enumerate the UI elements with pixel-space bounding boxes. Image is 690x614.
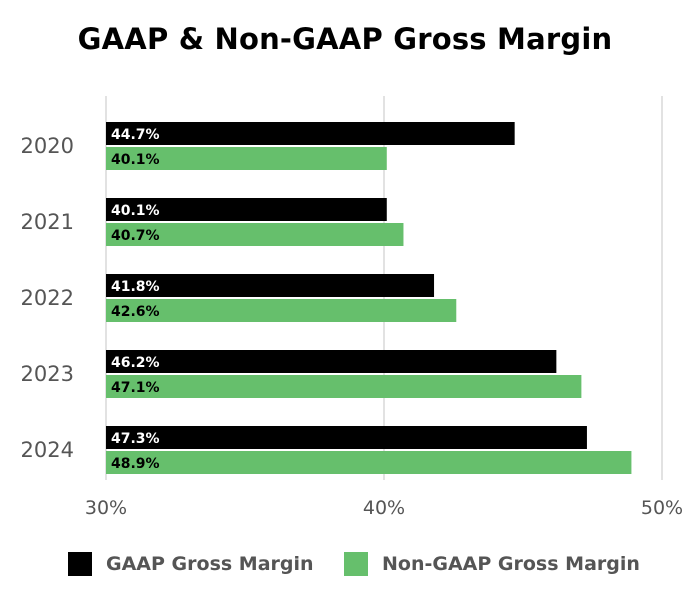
bar-gaap-2022 bbox=[106, 274, 435, 297]
bar-non-gaap-2022 bbox=[106, 299, 457, 322]
legend-label-non-gaap: Non-GAAP Gross Margin bbox=[382, 553, 640, 575]
legend-swatch-non-gaap bbox=[344, 552, 368, 576]
data-label-gaap-2022: 41.8% bbox=[111, 279, 160, 295]
legend-swatch-gaap bbox=[68, 552, 92, 576]
bar-gaap-2024 bbox=[106, 426, 587, 449]
x-tick-label-2: 50% bbox=[641, 497, 683, 519]
bar-non-gaap-2021 bbox=[106, 223, 404, 246]
category-label-2024: 2024 bbox=[21, 438, 74, 462]
data-label-non-gaap-2020: 40.1% bbox=[111, 152, 160, 168]
data-label-non-gaap-2022: 42.6% bbox=[111, 304, 160, 320]
data-label-gaap-2024: 47.3% bbox=[111, 431, 160, 447]
bar-non-gaap-2024 bbox=[106, 451, 632, 474]
category-label-2023: 2023 bbox=[21, 362, 74, 386]
bar-non-gaap-2023 bbox=[106, 375, 582, 398]
data-label-non-gaap-2024: 48.9% bbox=[111, 456, 160, 472]
legend-label-gaap: GAAP Gross Margin bbox=[106, 553, 314, 575]
bar-gaap-2023 bbox=[106, 350, 557, 373]
data-label-gaap-2020: 44.7% bbox=[111, 127, 160, 143]
data-label-non-gaap-2021: 40.7% bbox=[111, 228, 160, 244]
category-label-2021: 2021 bbox=[21, 210, 74, 234]
chart-title: GAAP & Non-GAAP Gross Margin bbox=[77, 22, 613, 56]
data-label-non-gaap-2023: 47.1% bbox=[111, 380, 160, 396]
x-tick-label-1: 40% bbox=[363, 497, 405, 519]
legend: GAAP Gross Margin Non-GAAP Gross Margin bbox=[0, 552, 690, 580]
bar-gaap-2021 bbox=[106, 198, 387, 221]
legend-item-gaap: GAAP Gross Margin bbox=[68, 552, 314, 576]
data-label-gaap-2021: 40.1% bbox=[111, 203, 160, 219]
category-label-2022: 2022 bbox=[21, 286, 74, 310]
bar-non-gaap-2020 bbox=[106, 147, 387, 170]
legend-item-non-gaap: Non-GAAP Gross Margin bbox=[344, 552, 640, 576]
x-tick-label-0: 30% bbox=[85, 497, 127, 519]
data-label-gaap-2023: 46.2% bbox=[111, 355, 160, 371]
category-label-2020: 2020 bbox=[21, 134, 74, 158]
bar-gaap-2020 bbox=[106, 122, 515, 145]
